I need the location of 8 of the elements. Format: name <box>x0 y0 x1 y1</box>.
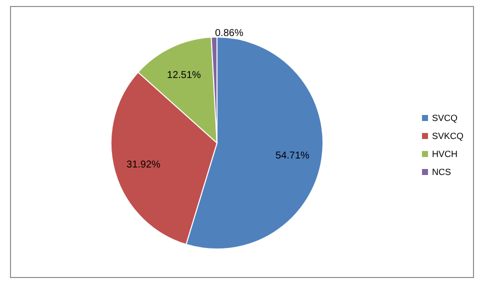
legend-label: SVKCQ <box>432 131 464 141</box>
legend-label: SVCQ <box>432 113 458 123</box>
legend-label: HVCH <box>432 149 458 159</box>
data-label: 12.51% <box>167 70 202 82</box>
data-label: 31.92% <box>126 160 161 171</box>
data-label: 54.71% <box>276 150 310 162</box>
data-label: 0.86% <box>215 28 244 40</box>
legend-label: NCS <box>432 167 452 177</box>
